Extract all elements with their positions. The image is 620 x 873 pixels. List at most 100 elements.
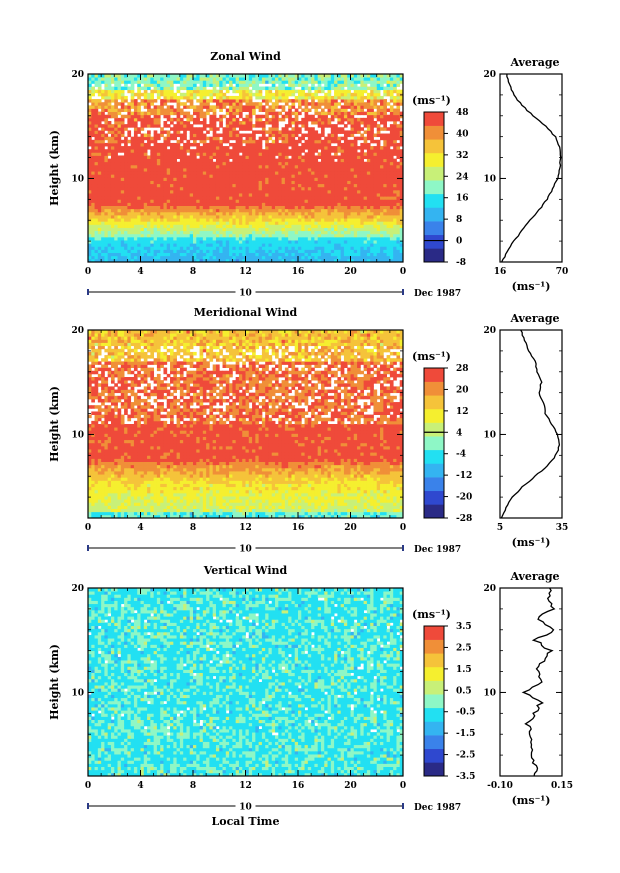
- heatmap-cell: [271, 155, 276, 159]
- heatmap-cell: [202, 180, 207, 185]
- heatmap-cell: [196, 152, 200, 156]
- heatmap-cell: [370, 174, 374, 178]
- heatmap-cell: [215, 164, 220, 169]
- heatmap-cell: [363, 155, 368, 159]
- heatmap-cell: [124, 243, 128, 247]
- heatmap-cell: [298, 180, 302, 185]
- heatmap-cell: [88, 180, 92, 185]
- heatmap-cell: [380, 230, 384, 235]
- heatmap-cell: [252, 199, 256, 203]
- heatmap-cell: [245, 227, 250, 232]
- heatmap-cell: [386, 86, 391, 91]
- heatmap-cell: [176, 230, 181, 235]
- heatmap-cell: [261, 158, 266, 163]
- heatmap-cell: [238, 83, 243, 87]
- heatmap-cell: [222, 193, 227, 197]
- heatmap-cell: [91, 139, 95, 144]
- heatmap-cell: [347, 202, 351, 206]
- heatmap-cell: [311, 168, 315, 172]
- heatmap-cell: [353, 249, 358, 253]
- heatmap-cell: [150, 224, 155, 228]
- heatmap-cell: [176, 215, 181, 219]
- heatmap-cell: [245, 189, 250, 194]
- heatmap-cell: [314, 168, 319, 172]
- heatmap-cell: [202, 136, 207, 141]
- heatmap-cell: [370, 114, 374, 119]
- heatmap-cell: [186, 168, 191, 172]
- heatmap-cell: [255, 189, 260, 194]
- heatmap-cell: [94, 133, 99, 138]
- heatmap-cell: [179, 211, 184, 216]
- heatmap-cell: [196, 249, 200, 253]
- heatmap-cell: [219, 158, 223, 163]
- heatmap-cell: [94, 168, 99, 172]
- heatmap-cell: [130, 183, 135, 188]
- heatmap-cell: [275, 233, 279, 238]
- heatmap-cell: [176, 108, 181, 112]
- heatmap-cell: [176, 227, 181, 232]
- heatmap-cell: [320, 124, 325, 128]
- heatmap-cell: [156, 249, 161, 253]
- heatmap-cell: [357, 215, 361, 219]
- heatmap-cell: [314, 218, 319, 222]
- heatmap-cell: [215, 199, 220, 203]
- heatmap-cell: [389, 133, 394, 138]
- heatmap-cell: [386, 142, 391, 147]
- heatmap-cell: [150, 193, 155, 197]
- heatmap-cell: [301, 252, 305, 257]
- heatmap-cell: [163, 215, 168, 219]
- heatmap-cell: [186, 127, 191, 131]
- heatmap-cell: [196, 99, 200, 103]
- heatmap-cell: [212, 243, 217, 247]
- heatmap-cell: [160, 233, 164, 238]
- heatmap-cell: [366, 86, 371, 91]
- heatmap-cell: [265, 89, 269, 94]
- heatmap-cell: [120, 202, 125, 206]
- heatmap-cell: [258, 152, 263, 156]
- heatmap-cell: [255, 240, 260, 244]
- heatmap-cell: [340, 121, 345, 125]
- heatmap-cell: [189, 230, 194, 235]
- heatmap-cell: [222, 255, 227, 260]
- heatmap-cell: [307, 199, 312, 203]
- heatmap-cell: [298, 230, 302, 235]
- heatmap-cell: [193, 174, 197, 178]
- heatmap-cell: [193, 121, 197, 125]
- heatmap-cell: [340, 92, 345, 97]
- heatmap-cell: [288, 121, 292, 125]
- heatmap-cell: [130, 164, 135, 169]
- heatmap-cell: [229, 161, 233, 166]
- heatmap-cell: [298, 171, 302, 175]
- heatmap-cell: [373, 133, 378, 138]
- heatmap-cell: [357, 240, 361, 244]
- heatmap-cell: [176, 99, 181, 103]
- heatmap-cell: [261, 152, 266, 156]
- heatmap-cell: [229, 189, 233, 194]
- heatmap-cell: [258, 164, 263, 169]
- heatmap-cell: [232, 258, 237, 263]
- heatmap-cell: [337, 111, 342, 116]
- heatmap-cell: [189, 102, 194, 106]
- heatmap-cell: [232, 193, 237, 197]
- heatmap-cell: [94, 230, 99, 235]
- heatmap-cell: [179, 218, 184, 222]
- heatmap-cell: [202, 199, 207, 203]
- heatmap-cell: [238, 186, 243, 191]
- heatmap-cell: [389, 252, 394, 257]
- heatmap-cell: [360, 177, 365, 181]
- heatmap-cell: [275, 177, 279, 181]
- heatmap-cell: [193, 183, 197, 188]
- heatmap-cell: [363, 139, 368, 144]
- heatmap-cell: [307, 130, 312, 134]
- heatmap-cell: [393, 136, 397, 141]
- heatmap-cell: [291, 183, 296, 188]
- heatmap-cell: [311, 174, 315, 178]
- heatmap-cell: [206, 221, 210, 225]
- heatmap-cell: [284, 89, 289, 94]
- heatmap-cell: [143, 243, 148, 247]
- heatmap-cell: [389, 171, 394, 175]
- heatmap-cell: [222, 130, 227, 134]
- heatmap-cell: [291, 255, 296, 260]
- heatmap-cell: [314, 205, 319, 210]
- heatmap-cell: [110, 215, 115, 219]
